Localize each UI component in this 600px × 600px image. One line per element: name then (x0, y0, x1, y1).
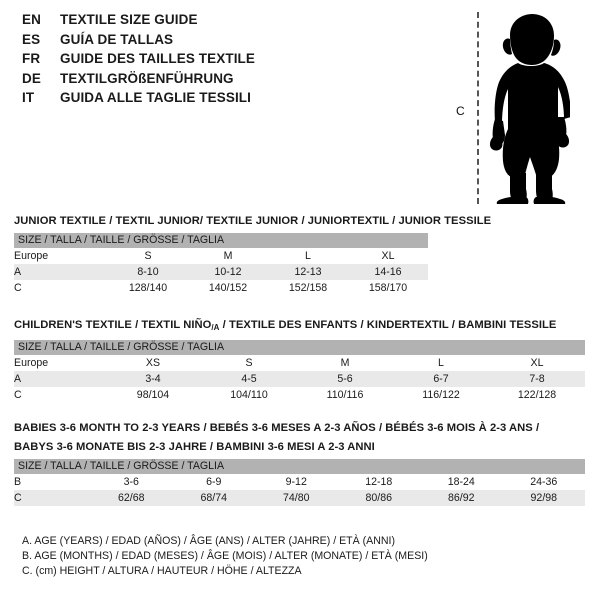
table-row: A 8-10 10-12 12-13 14-16 (14, 264, 428, 280)
row-cell: XL (489, 355, 586, 371)
language-code: EN (22, 12, 41, 27)
size-bar-label: SIZE / TALLA / TAILLE / GRÖSSE / TAGLIA (14, 459, 586, 474)
row-cell: 152/158 (268, 280, 348, 296)
row-cell: 86/92 (420, 490, 503, 506)
table-row: A 3-4 4-5 5-6 6-7 7-8 (14, 371, 586, 387)
section-childrens-textile: CHILDREN'S TEXTILE / TEXTIL NIÑO/A / TEX… (14, 318, 586, 403)
row-cell: L (268, 248, 348, 264)
size-table-babies: SIZE / TALLA / TAILLE / GRÖSSE / TAGLIA … (14, 459, 586, 506)
row-cell: 158/170 (348, 280, 428, 296)
row-label: C (14, 490, 90, 506)
row-cell: 5-6 (297, 371, 393, 387)
language-title-block: EN TEXTILE SIZE GUIDE ES GUÍA DE TALLAS … (22, 12, 442, 110)
section-title-children: CHILDREN'S TEXTILE / TEXTIL NIÑO/A / TEX… (14, 318, 585, 335)
row-cell: 104/110 (201, 387, 297, 403)
height-dashed-line (477, 12, 479, 204)
section-babies-textile: BABIES 3-6 MONTH TO 2-3 YEARS / BEBÉS 3-… (14, 421, 586, 506)
table-header-bar: SIZE / TALLA / TAILLE / GRÖSSE / TAGLIA (14, 340, 586, 355)
language-title: GUIDA ALLE TAGLIE TESSILI (60, 90, 251, 105)
row-cell: 3-4 (105, 371, 201, 387)
row-cell: 3-6 (90, 474, 173, 490)
row-cell: 18-24 (420, 474, 503, 490)
row-cell: 4-5 (201, 371, 297, 387)
language-row: DE TEXTILGRÖßENFÜHRUNG (22, 71, 442, 91)
size-table-children: SIZE / TALLA / TAILLE / GRÖSSE / TAGLIA … (14, 340, 586, 403)
size-table-junior: SIZE / TALLA / TAILLE / GRÖSSE / TAGLIA … (14, 233, 428, 296)
row-cell: 98/104 (105, 387, 201, 403)
section-title-junior: JUNIOR TEXTILE / TEXTIL JUNIOR/ TEXTILE … (14, 215, 492, 227)
toddler-silhouette-icon (489, 14, 570, 204)
language-code: DE (22, 70, 41, 86)
table-header-bar: SIZE / TALLA / TAILLE / GRÖSSE / TAGLIA (14, 233, 428, 248)
row-cell: 24-36 (502, 474, 586, 490)
row-cell: 80/86 (337, 490, 420, 506)
table-row: C 98/104 104/110 110/116 116/122 122/128 (14, 387, 586, 403)
section-title-children-sub: /A (211, 323, 220, 332)
row-cell: 7-8 (489, 371, 586, 387)
row-cell: 140/152 (188, 280, 268, 296)
row-cell: 110/116 (297, 387, 393, 403)
row-label: C (14, 280, 108, 296)
row-label: B (14, 474, 90, 490)
section-title-babies-line1: BABIES 3-6 MONTH TO 2-3 YEARS / BEBÉS 3-… (14, 422, 540, 434)
row-cell: 8-10 (108, 264, 188, 280)
legend-block: A. AGE (YEARS) / EDAD (AÑOS) / ÂGE (ANS)… (22, 534, 428, 579)
height-measure-label: C (456, 104, 465, 118)
row-cell: XS (105, 355, 201, 371)
row-cell: 68/74 (172, 490, 255, 506)
language-code: FR (22, 51, 41, 66)
row-cell: S (201, 355, 297, 371)
language-row: FR GUIDE DES TAILLES TEXTILE (22, 51, 442, 71)
table-row: C 62/68 68/74 74/80 80/86 86/92 92/98 (14, 490, 586, 506)
table-row: C 128/140 140/152 152/158 158/170 (14, 280, 428, 296)
row-label: C (14, 387, 105, 403)
language-row: IT GUIDA ALLE TAGLIE TESSILI (22, 90, 442, 110)
legend-row-a: A. AGE (YEARS) / EDAD (AÑOS) / ÂGE (ANS)… (22, 535, 395, 547)
language-row: ES GUÍA DE TALLAS (22, 32, 442, 52)
row-cell: 9-12 (255, 474, 338, 490)
table-row: Europe XS S M L XL (14, 355, 586, 371)
row-label: A (14, 371, 105, 387)
row-cell: 122/128 (489, 387, 586, 403)
height-illustration: C (450, 0, 600, 215)
row-cell: 12-18 (337, 474, 420, 490)
row-cell: 74/80 (255, 490, 338, 506)
row-label: Europe (14, 355, 105, 371)
section-title-babies-line2: BABYS 3-6 MONATE BIS 2-3 JAHRE / BAMBINI… (14, 441, 375, 453)
row-cell: 62/68 (90, 490, 173, 506)
row-cell: 10-12 (188, 264, 268, 280)
language-title: GUIDE DES TAILLES TEXTILE (60, 51, 256, 66)
legend-row-b: B. AGE (MONTHS) / EDAD (MESES) / ÂGE (MO… (22, 550, 428, 562)
language-row: EN TEXTILE SIZE GUIDE (22, 12, 442, 32)
size-bar-label: SIZE / TALLA / TAILLE / GRÖSSE / TAGLIA (14, 340, 586, 355)
legend-row-c: C. (cm) HEIGHT / ALTURA / HAUTEUR / HÖHE… (22, 565, 302, 577)
section-title-children-pre: CHILDREN'S TEXTILE / TEXTIL NIÑO (14, 319, 212, 331)
table-row: B 3-6 6-9 9-12 12-18 18-24 24-36 (14, 474, 586, 490)
row-cell: 12-13 (268, 264, 348, 280)
row-cell: 14-16 (348, 264, 428, 280)
row-cell: 128/140 (108, 280, 188, 296)
row-cell: M (297, 355, 393, 371)
language-code: IT (22, 90, 35, 105)
table-header-bar: SIZE / TALLA / TAILLE / GRÖSSE / TAGLIA (14, 459, 586, 474)
row-cell: 6-9 (172, 474, 255, 490)
language-code: ES (22, 31, 41, 47)
row-label: Europe (14, 248, 108, 264)
table-row: Europe S M L XL (14, 248, 428, 264)
row-cell: L (393, 355, 489, 371)
row-cell: 116/122 (393, 387, 489, 403)
language-title: TEXTILGRÖßENFÜHRUNG (60, 70, 234, 86)
language-title: GUÍA DE TALLAS (60, 31, 174, 47)
row-cell: M (188, 248, 268, 264)
section-junior-textile: JUNIOR TEXTILE / TEXTIL JUNIOR/ TEXTILE … (14, 214, 491, 296)
size-bar-label: SIZE / TALLA / TAILLE / GRÖSSE / TAGLIA (14, 233, 428, 248)
section-title-children-post: / TEXTILE DES ENFANTS / KINDERTEXTIL / B… (219, 319, 557, 331)
language-title: TEXTILE SIZE GUIDE (60, 12, 198, 27)
row-cell: 92/98 (502, 490, 586, 506)
row-cell: 6-7 (393, 371, 489, 387)
row-label: A (14, 264, 108, 280)
row-cell: S (108, 248, 188, 264)
row-cell: XL (348, 248, 428, 264)
